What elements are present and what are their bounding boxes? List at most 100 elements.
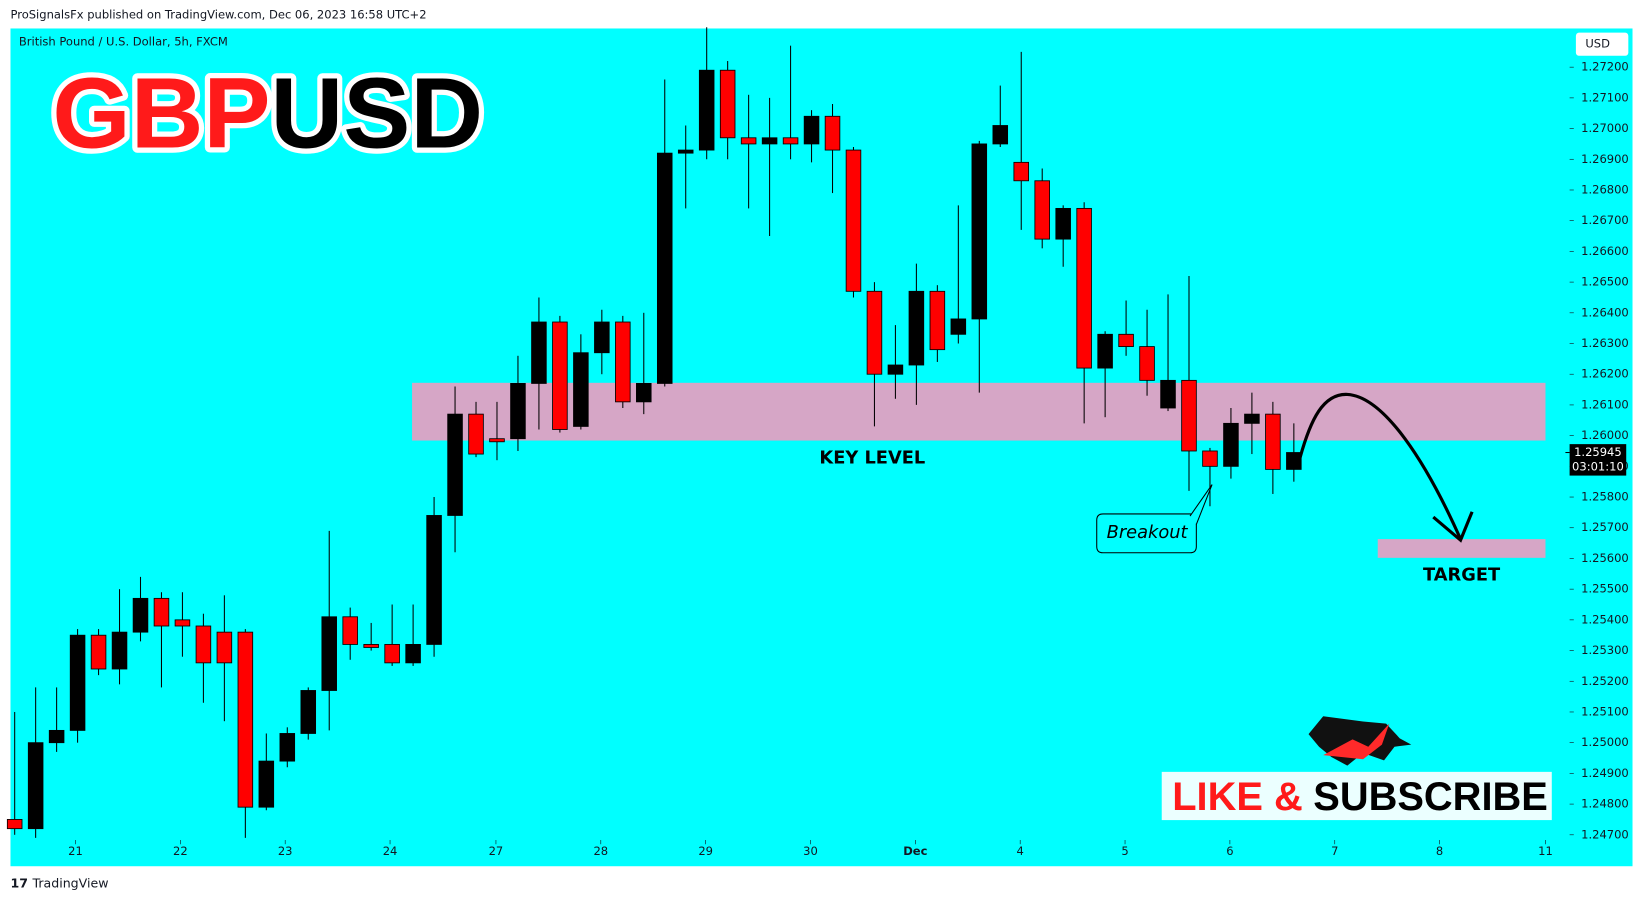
currency-box[interactable] <box>1575 32 1629 56</box>
promo-banner <box>1161 771 1552 821</box>
y-tick-label: 1.24700 <box>1581 827 1629 841</box>
x-tick-label: 23 <box>278 844 293 858</box>
candle-body <box>1265 413 1281 470</box>
candle-body <box>237 631 254 808</box>
candle-body <box>573 352 589 427</box>
y-tick-label: 1.26400 <box>1581 305 1629 319</box>
candle-body <box>1076 207 1092 369</box>
footer: TradingView <box>32 876 109 891</box>
candle-body <box>1097 333 1113 369</box>
candle-body <box>216 631 233 664</box>
x-tick-label: 8 <box>1436 844 1443 858</box>
y-tick-label: 1.26600 <box>1581 244 1629 258</box>
last-price-box <box>1569 444 1627 476</box>
candle-body <box>1118 333 1134 348</box>
candle-body <box>719 69 736 139</box>
candle-body <box>468 413 484 455</box>
candle-body <box>111 631 128 670</box>
currency[interactable]: USD <box>1585 37 1610 51</box>
candle-body <box>1139 346 1155 381</box>
x-tick-label: 6 <box>1226 844 1233 858</box>
y-tick-label: 1.25200 <box>1581 674 1629 688</box>
candle-body <box>866 290 883 375</box>
candle-body <box>258 760 275 808</box>
callout-pointer <box>1189 484 1213 525</box>
candle-body <box>636 383 652 403</box>
candle-body <box>824 115 841 151</box>
candle-body <box>1181 379 1197 452</box>
title-part: USD <box>271 57 484 169</box>
footer-logo: 17 <box>10 876 28 891</box>
candle-body <box>489 438 505 443</box>
candle-body <box>971 143 988 320</box>
candle-body <box>594 321 610 354</box>
x-tick-label: 27 <box>489 844 504 858</box>
annotation: Breakout <box>1107 522 1189 543</box>
candle-body <box>1160 379 1176 409</box>
candle-body <box>153 597 170 627</box>
candle-body <box>426 515 442 645</box>
x-tick-label: 24 <box>383 844 398 858</box>
x-tick-label: 21 <box>68 844 83 858</box>
y-tick-label: 1.26200 <box>1581 367 1629 381</box>
candle-body <box>740 137 757 145</box>
countdown: 03:01:10 <box>1572 460 1624 474</box>
y-tick-label: 1.26700 <box>1581 213 1629 227</box>
candle-body <box>405 644 421 664</box>
candle-body <box>656 152 673 384</box>
candle-body <box>761 137 778 145</box>
x-tick-label: 4 <box>1017 844 1024 858</box>
candle-body <box>384 644 400 664</box>
candle-body <box>1034 180 1050 240</box>
candle-body <box>132 597 149 633</box>
candle-body <box>887 364 904 375</box>
candle-body <box>1223 422 1239 467</box>
candle-body <box>845 149 862 292</box>
y-tick-label: 1.25600 <box>1581 551 1629 565</box>
x-tick-label: 7 <box>1331 844 1338 858</box>
candle-body <box>1202 450 1218 467</box>
candle-body <box>1055 207 1071 240</box>
x-tick-label: 30 <box>803 844 818 858</box>
candle-body <box>531 321 547 384</box>
x-tick-label: 29 <box>698 844 713 858</box>
candle-body <box>782 137 799 145</box>
y-tick-label: 1.27000 <box>1581 121 1629 135</box>
zone-label: KEY LEVEL <box>819 447 925 468</box>
y-tick-label: 1.24800 <box>1581 797 1629 811</box>
y-tick-label: 1.27200 <box>1581 60 1629 74</box>
title: GBPUSD <box>52 57 483 169</box>
promo: LIKE & SUBSCRIBE <box>1172 775 1548 819</box>
candle-body <box>90 634 107 670</box>
x-tick-label: Dec <box>903 844 927 858</box>
candle-body <box>950 318 967 335</box>
y-tick-label: 1.26500 <box>1581 275 1629 289</box>
candle-body <box>552 321 568 430</box>
symbol: British Pound / U.S. Dollar, 5h, FXCM <box>19 35 228 49</box>
y-tick-label: 1.26100 <box>1581 397 1629 411</box>
y-tick-label: 1.25300 <box>1581 643 1629 657</box>
last-price: 1.25945 <box>1574 445 1622 459</box>
x-tick-label: 28 <box>593 844 608 858</box>
candle-body <box>510 383 526 440</box>
zone <box>1377 539 1546 558</box>
candle-body <box>908 290 925 366</box>
y-tick-label: 1.25000 <box>1581 735 1629 749</box>
candle-body <box>1286 452 1302 470</box>
candle-body <box>27 742 44 830</box>
arrow-head <box>1432 511 1474 543</box>
promo-part: SUBSCRIBE <box>1313 775 1548 819</box>
y-tick-label: 1.25400 <box>1581 612 1629 626</box>
y-tick-label: 1.25800 <box>1581 490 1629 504</box>
candle-body <box>48 729 65 744</box>
projection-arrow <box>1298 392 1462 540</box>
candle-body <box>992 125 1009 145</box>
candle-body <box>1013 161 1029 182</box>
candle-body <box>321 616 337 691</box>
candle-body <box>447 413 463 516</box>
y-tick-label: 1.26800 <box>1581 182 1629 196</box>
promo-logo-accent <box>1323 723 1390 760</box>
y-tick-label: 1.27100 <box>1581 90 1629 104</box>
